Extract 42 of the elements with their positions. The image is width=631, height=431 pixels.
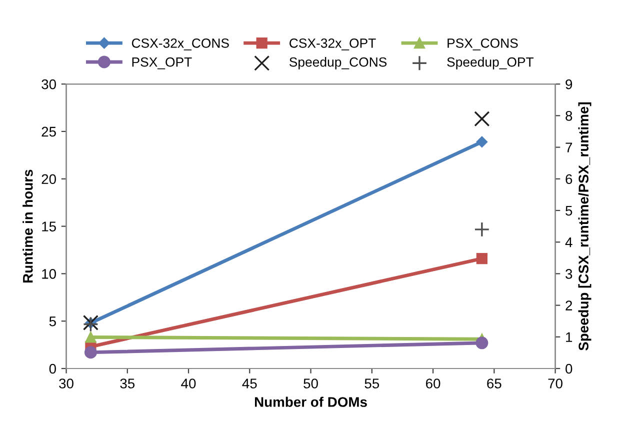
point [476, 252, 488, 264]
y2-tick-label: 1 [566, 332, 572, 342]
y2-tick-label: 0 [566, 364, 572, 374]
y2-tick-label: 5 [566, 206, 572, 216]
point [476, 136, 488, 148]
y2-axis-title: Speedup [CSX_runtime/PSX_runtime] [578, 102, 592, 351]
legend-label: CSX-32x_CONS [132, 38, 229, 50]
x-tick-label: 30 [59, 378, 74, 388]
y-tick-label: 5 [49, 316, 56, 326]
x-tick-label: 65 [487, 378, 502, 388]
legend-label: Speedup_OPT [447, 57, 534, 70]
x-tick-label: 45 [242, 378, 257, 388]
point [476, 336, 488, 350]
x-tick-label: 50 [304, 378, 318, 388]
y2-tick-label: 6 [566, 174, 572, 184]
legend-label: CSX-32x_OPT [290, 38, 376, 50]
y-tick-label: 15 [42, 222, 56, 232]
point [474, 111, 490, 127]
y-tick-label: 20 [42, 174, 56, 184]
x-tick-label: 40 [181, 378, 196, 388]
y-tick-label: 10 [42, 269, 56, 279]
x-tick-label: 60 [426, 378, 440, 388]
legend-label: PSX_CONS [448, 38, 518, 50]
y2-tick-label: 7 [566, 142, 572, 152]
legend-label: Speedup_CONS [289, 57, 387, 70]
y-tick-label: 0 [49, 364, 56, 374]
y-axis-title: Runtime in hours [22, 170, 33, 282]
legend-label: PSX_OPT [132, 57, 192, 70]
x-tick-label: 35 [120, 378, 135, 388]
y2-tick-label: 9 [566, 79, 572, 90]
y2-tick-label: 8 [566, 110, 572, 121]
x-axis-title: Number of DOMs [254, 396, 367, 407]
y2-tick-label: 4 [565, 238, 572, 248]
point [85, 332, 96, 343]
y2-tick-label: 2 [566, 300, 572, 310]
x-tick-label: 55 [364, 378, 380, 388]
x-tick-label: 70 [548, 378, 562, 388]
point [474, 222, 490, 238]
y2-tick-label: 3 [566, 269, 572, 279]
y-tick-label: 25 [42, 126, 56, 137]
y-tick-label: 30 [42, 79, 56, 90]
point [84, 346, 97, 359]
